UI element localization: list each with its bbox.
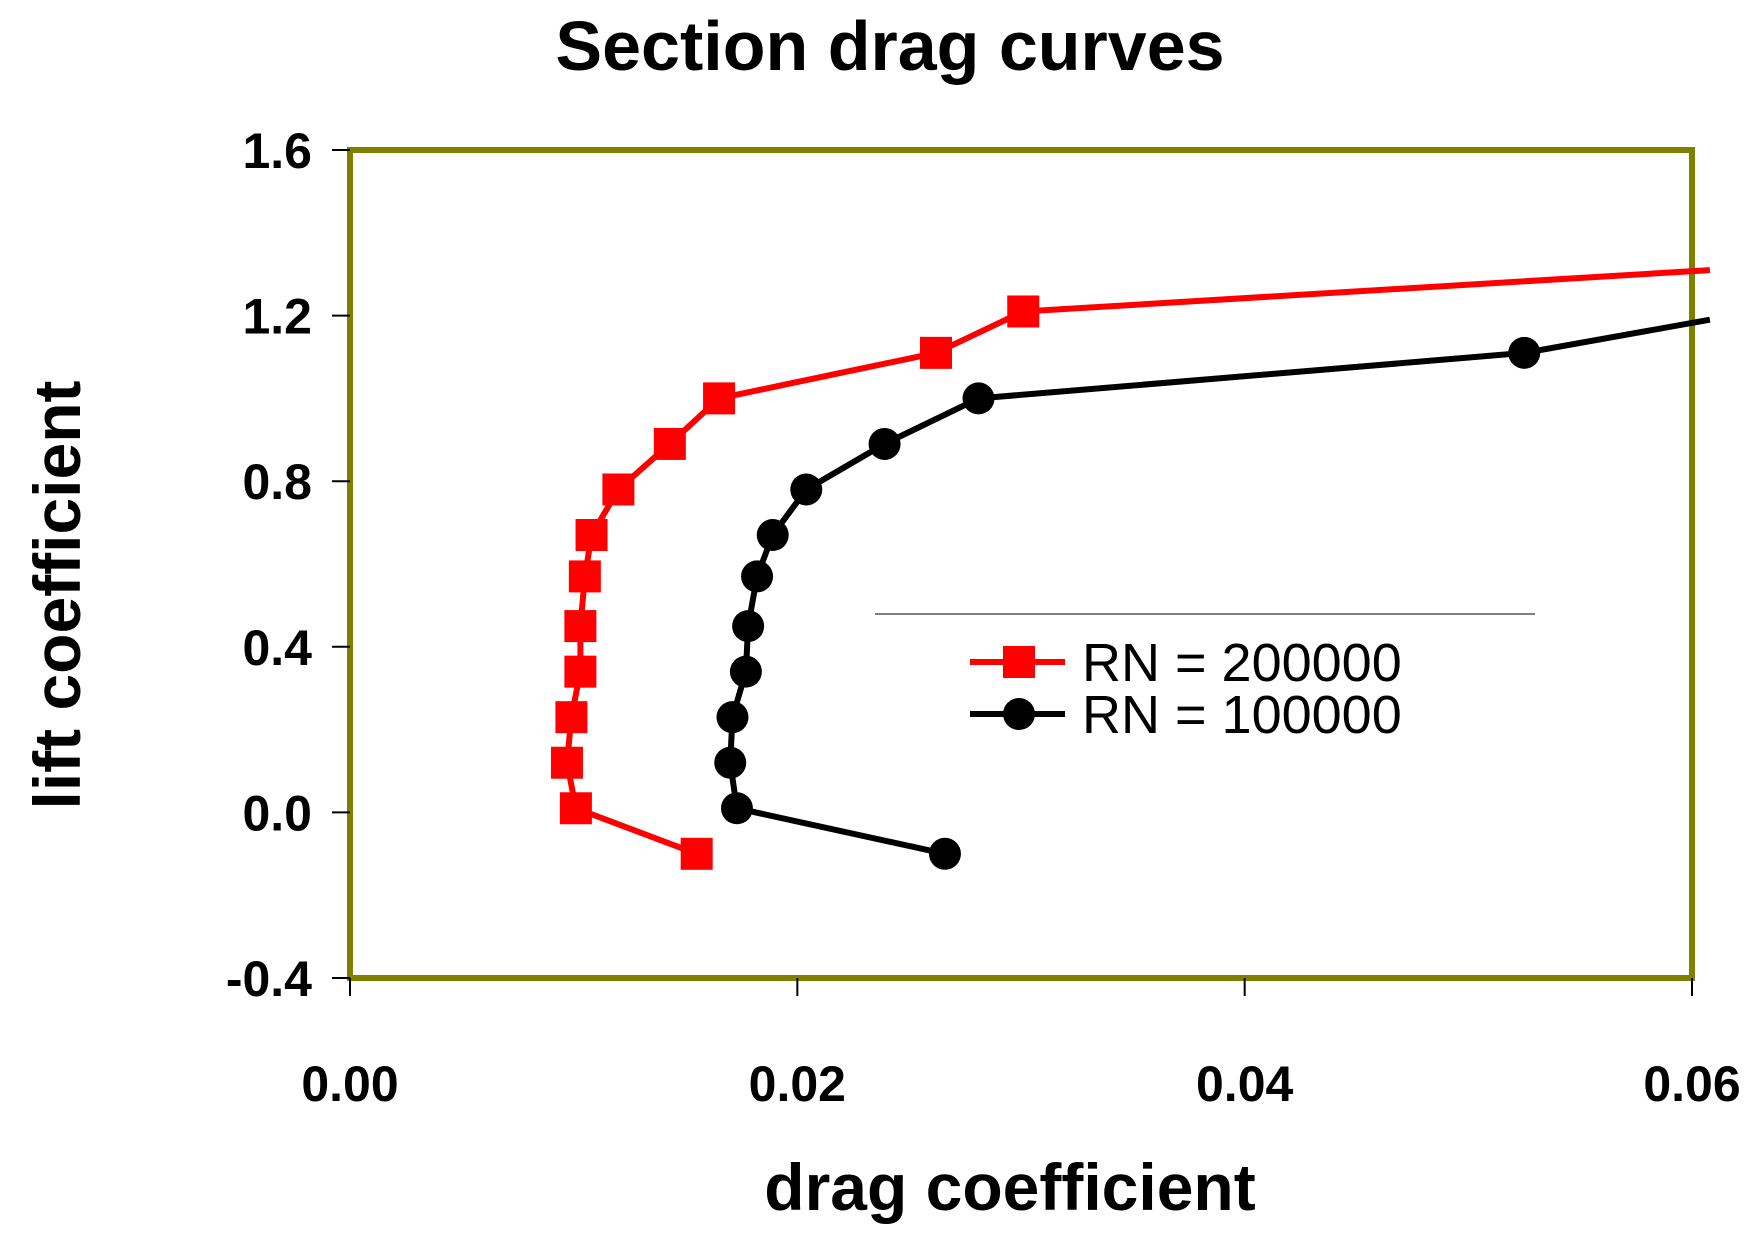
data-point xyxy=(680,837,713,870)
data-point xyxy=(1007,295,1040,328)
series-2 xyxy=(714,316,1711,870)
data-point xyxy=(962,382,995,415)
data-point xyxy=(555,701,588,734)
data-point xyxy=(564,655,597,688)
data-point xyxy=(741,560,774,593)
plot-area xyxy=(347,147,1695,981)
x-tick-label: 0.06 xyxy=(1643,1056,1740,1112)
y-axis-label: lift coefficient xyxy=(20,380,94,809)
y-tick-label: 0.4 xyxy=(242,620,312,676)
data-point xyxy=(568,560,601,593)
legend-marker xyxy=(1003,646,1035,678)
chart-title: Section drag curves xyxy=(555,7,1224,85)
series-1 xyxy=(550,267,1711,870)
data-point xyxy=(575,519,608,552)
data-point xyxy=(920,336,953,369)
series-layer xyxy=(550,267,1711,870)
data-point xyxy=(550,746,583,779)
data-point xyxy=(790,473,823,506)
y-tick-label: 0.0 xyxy=(242,785,312,841)
y-tick-label: 1.6 xyxy=(242,123,312,179)
x-tick-label: 0.04 xyxy=(1196,1056,1294,1112)
y-tick-label: 0.8 xyxy=(242,454,312,510)
data-point xyxy=(559,792,592,825)
x-tick-label: 0.02 xyxy=(749,1056,846,1112)
axes: 1.6 1.2 0.8 0.4 0.0 -0.4 0.00 0.02 0.04 0.06 xyxy=(226,123,1741,1112)
legend-item-1: RN = 200000 xyxy=(970,633,1402,693)
legend-label: RN = 100000 xyxy=(1082,685,1402,745)
data-point xyxy=(714,746,747,779)
x-axis-label: drag coefficient xyxy=(764,1150,1255,1224)
y-tick-label: -0.4 xyxy=(226,951,312,1007)
data-point xyxy=(868,427,901,460)
data-point xyxy=(729,655,762,688)
data-point xyxy=(720,792,753,825)
legend-item-2: RN = 100000 xyxy=(970,685,1402,745)
legend-label: RN = 200000 xyxy=(1082,633,1402,693)
data-point xyxy=(732,610,765,643)
data-point xyxy=(703,382,736,415)
data-point xyxy=(653,427,686,460)
data-point xyxy=(602,473,635,506)
legend-marker xyxy=(1003,698,1035,730)
data-point xyxy=(564,610,597,643)
y-tick-label: 1.2 xyxy=(242,289,312,345)
data-point xyxy=(756,519,789,552)
data-point xyxy=(716,701,749,734)
x-tick-label: 0.00 xyxy=(301,1056,398,1112)
data-point xyxy=(928,837,961,870)
data-point xyxy=(1508,336,1541,369)
